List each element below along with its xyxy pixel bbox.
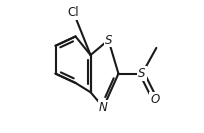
Text: S: S <box>138 67 146 80</box>
Text: S: S <box>105 34 112 47</box>
Text: Cl: Cl <box>68 6 79 19</box>
Text: N: N <box>99 101 108 114</box>
Text: O: O <box>150 93 160 106</box>
